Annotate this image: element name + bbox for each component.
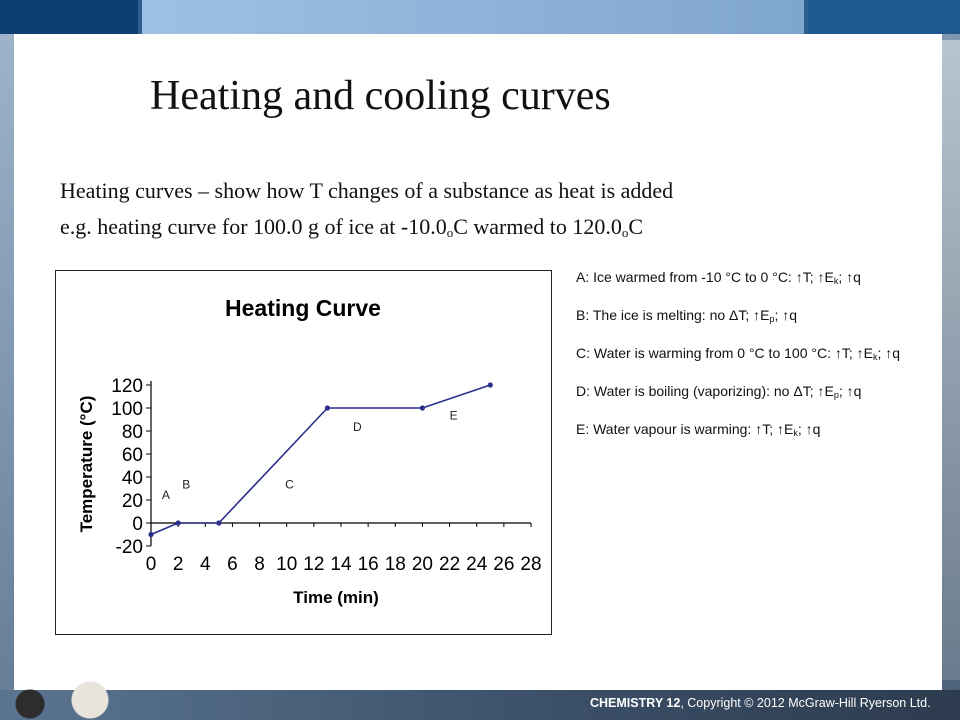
phase-note-a: A: Ice warmed from -10 °C to 0 °C: ↑T; ↑… (576, 268, 926, 291)
x-tick-label: 26 (493, 554, 514, 575)
molecule-decoration (0, 680, 150, 720)
heating-curve-chart: Heating Curve Time (min) Temperature (°C… (55, 270, 552, 635)
note-subscript: k (872, 352, 878, 362)
note-tail: ; ↑q (877, 345, 901, 361)
y-tick-label: 100 (111, 399, 143, 420)
note-tail: ; ↑q (838, 383, 862, 399)
x-tick-label: 28 (520, 554, 541, 575)
segment-label-a: A (162, 488, 170, 502)
data-point (324, 405, 331, 411)
body-line-2: e.g. heating curve for 100.0 g of ice at… (60, 214, 643, 241)
x-tick-label: 18 (385, 554, 406, 575)
phase-notes: A: Ice warmed from -10 °C to 0 °C: ↑T; ↑… (576, 268, 926, 458)
x-tick-label: 8 (254, 554, 265, 575)
axes-group (150, 381, 531, 546)
x-tick-label: 24 (466, 554, 488, 575)
x-tick-label: 22 (439, 554, 460, 575)
degree-sub-2: o (621, 225, 629, 240)
footer-bar (0, 690, 960, 720)
note-subscript: k (793, 428, 798, 438)
copyright-rest: , Copyright © 2012 McGraw-Hill Ryerson L… (680, 696, 931, 710)
x-tick-label: 0 (146, 554, 157, 575)
x-tick-label: 4 (200, 554, 211, 575)
y-tick-label: 60 (122, 445, 143, 466)
segment-label-b: B (182, 478, 190, 492)
copyright-brand: CHEMISTRY 12 (590, 696, 681, 710)
note-tail: ; ↑q (774, 307, 798, 323)
x-tick-label: 14 (330, 554, 352, 575)
y-tick-label: 20 (122, 491, 143, 512)
chart-title: Heating Curve (225, 295, 381, 321)
phase-note-d: D: Water is boiling (vaporizing): no ΔT;… (576, 382, 926, 405)
note-text: A: Ice warmed from -10 °C to 0 °C: ↑T; ↑… (576, 269, 834, 285)
chart-svg: Heating Curve Time (min) Temperature (°C… (77, 295, 542, 607)
note-subscript: k (833, 276, 839, 286)
x-tick-label: 2 (173, 554, 184, 575)
segment-label-c: C (285, 478, 294, 492)
body-line-2-mid: C warmed to 120.0 (453, 214, 622, 239)
body-line-2-suffix: C (628, 214, 644, 239)
note-subscript: p (769, 314, 775, 324)
x-tick-label: 6 (227, 554, 238, 575)
segment-label-e: E (450, 409, 458, 423)
heating-curve-line (150, 384, 491, 536)
x-tick-label: 20 (412, 554, 433, 575)
x-tick-label: 16 (358, 554, 379, 575)
body-line-1: Heating curves – show how T changes of a… (60, 178, 674, 203)
note-text: D: Water is boiling (vaporizing): no ΔT;… (576, 383, 834, 399)
series-group (148, 382, 493, 538)
top-banner (0, 0, 960, 34)
degree-sub-1: o (446, 225, 454, 240)
y-tick-label: -20 (116, 537, 143, 558)
segment-label-d: D (353, 420, 362, 434)
y-tick-label: 0 (132, 514, 143, 535)
segment-labels-group: AB C D E (162, 409, 458, 502)
y-tick-label: 120 (111, 376, 143, 397)
data-point (175, 520, 181, 526)
note-tail: ; ↑q (838, 269, 861, 285)
data-point (216, 520, 222, 526)
top-banner-right (808, 0, 960, 34)
note-tail: ; ↑q (797, 421, 821, 437)
top-banner-left (0, 0, 138, 34)
x-tick-label: 10 (276, 554, 297, 575)
top-banner-center (142, 0, 804, 34)
note-text: C: Water is warming from 0 °C to 100 °C:… (576, 345, 873, 361)
note-text: E: Water vapour is warming: ↑T; ↑E (576, 421, 794, 437)
x-tick-label: 12 (303, 554, 324, 575)
note-text: B: The ice is melting: no ΔT; ↑E (576, 307, 770, 323)
data-point (487, 382, 493, 388)
body-line-2-prefix: e.g. heating curve for 100.0 g of ice at… (60, 214, 447, 239)
phase-note-b: B: The ice is melting: no ΔT; ↑Ep; ↑q (576, 306, 926, 329)
phase-note-e: E: Water vapour is warming: ↑T; ↑Ek; ↑q (576, 420, 926, 443)
x-axis-label: Time (min) (293, 588, 379, 607)
data-point (419, 405, 426, 411)
y-tick-label: 40 (122, 468, 143, 489)
data-point (148, 531, 154, 538)
y-axis-label: Temperature (°C) (77, 396, 96, 533)
right-decoration (942, 40, 960, 680)
y-tick-label: 80 (122, 422, 143, 443)
phase-note-c: C: Water is warming from 0 °C to 100 °C:… (576, 344, 926, 367)
slide-title: Heating and cooling curves (150, 73, 611, 119)
copyright-text: CHEMISTRY 12, Copyright © 2012 McGraw-Hi… (590, 696, 950, 710)
note-subscript: p (833, 390, 839, 400)
